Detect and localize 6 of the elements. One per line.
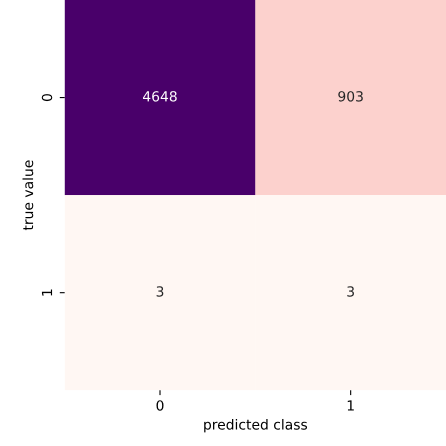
y-axis-title: true value xyxy=(22,160,34,230)
data-label: 903 xyxy=(338,91,363,102)
data-label: 3 xyxy=(156,286,164,297)
data-label: 3 xyxy=(347,286,354,297)
x-axis-title: predicted class xyxy=(204,418,308,432)
data-label: 4648 xyxy=(143,91,177,102)
